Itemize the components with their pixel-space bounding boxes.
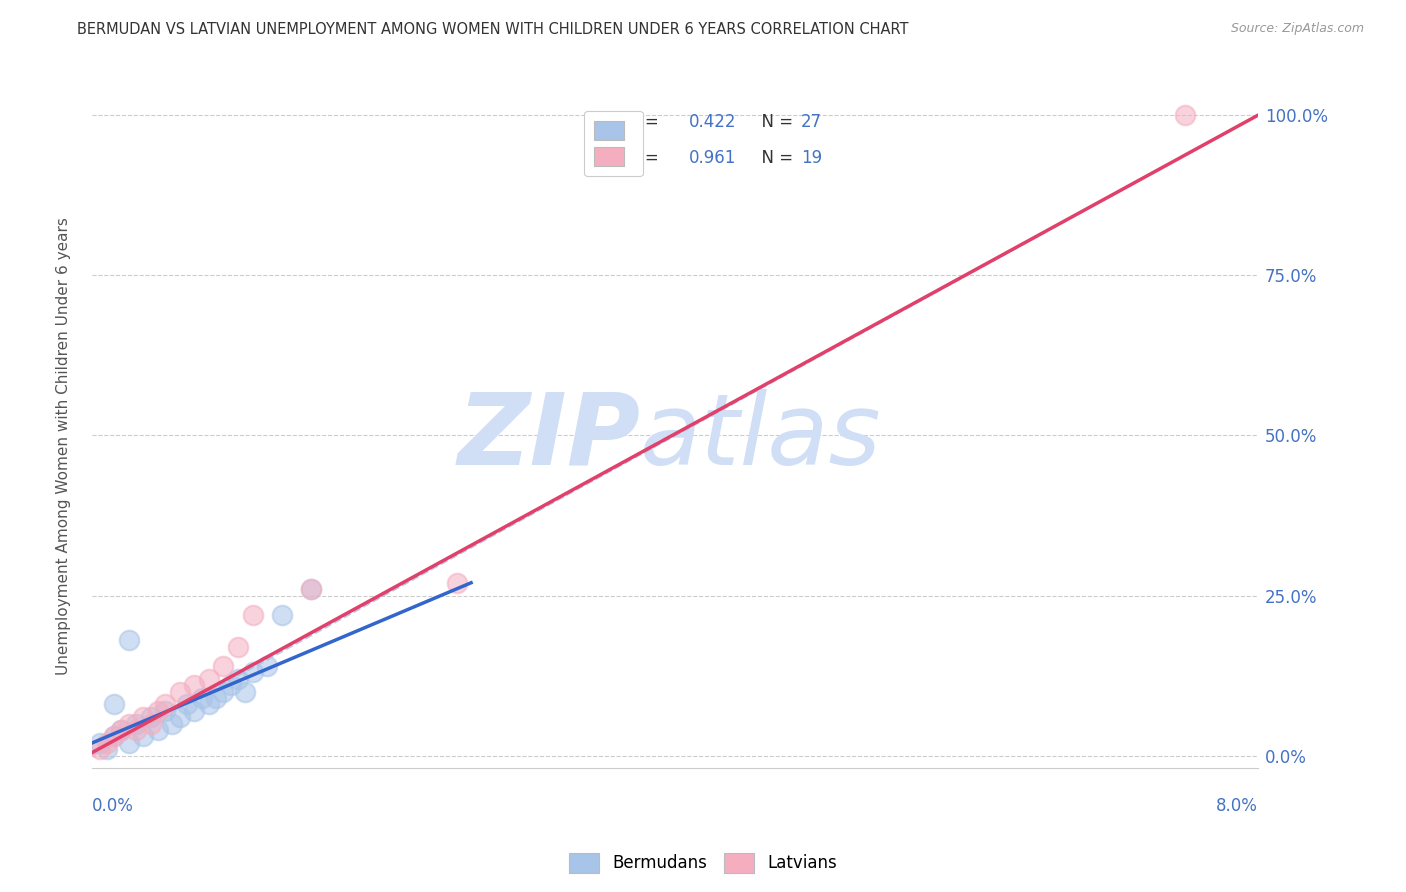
Point: [183, 678, 205, 692]
Point: [219, 678, 242, 692]
Point: [198, 698, 221, 712]
Point: [226, 640, 249, 654]
Text: 8.0%: 8.0%: [1216, 797, 1258, 815]
Point: [183, 704, 205, 718]
Point: [162, 716, 184, 731]
Point: [89, 742, 111, 756]
Text: atlas: atlas: [640, 389, 882, 486]
Text: N =: N =: [751, 149, 799, 167]
Point: [446, 575, 468, 590]
Point: [242, 607, 264, 622]
Text: 0.422: 0.422: [689, 113, 737, 131]
Text: R =: R =: [628, 149, 665, 167]
Point: [118, 716, 141, 731]
Point: [169, 710, 191, 724]
Point: [139, 710, 162, 724]
Point: [212, 659, 235, 673]
Point: [299, 582, 322, 596]
Text: Unemployment Among Women with Children Under 6 years: Unemployment Among Women with Children U…: [56, 217, 70, 675]
Text: 0.961: 0.961: [689, 149, 737, 167]
Point: [118, 633, 141, 648]
Point: [89, 736, 111, 750]
Point: [1174, 108, 1197, 122]
Point: [110, 723, 132, 737]
Point: [110, 723, 132, 737]
Point: [176, 698, 198, 712]
Point: [139, 716, 162, 731]
Point: [118, 736, 141, 750]
Point: [146, 723, 169, 737]
Point: [125, 716, 148, 731]
Point: [198, 672, 221, 686]
Point: [132, 730, 155, 744]
Point: [103, 730, 125, 744]
Text: Source: ZipAtlas.com: Source: ZipAtlas.com: [1230, 22, 1364, 36]
Point: [146, 704, 169, 718]
Point: [190, 691, 212, 706]
Legend: , : ,: [585, 112, 643, 177]
Text: N =: N =: [751, 113, 799, 131]
Point: [226, 672, 249, 686]
Point: [299, 582, 322, 596]
Point: [125, 723, 148, 737]
Point: [96, 742, 118, 756]
Point: [153, 704, 176, 718]
Text: R =: R =: [628, 113, 665, 131]
Point: [132, 710, 155, 724]
Point: [103, 698, 125, 712]
Text: BERMUDAN VS LATVIAN UNEMPLOYMENT AMONG WOMEN WITH CHILDREN UNDER 6 YEARS CORRELA: BERMUDAN VS LATVIAN UNEMPLOYMENT AMONG W…: [77, 22, 908, 37]
Point: [270, 607, 292, 622]
Text: 19: 19: [801, 149, 823, 167]
Point: [169, 684, 191, 698]
Text: ZIP: ZIP: [457, 389, 640, 486]
Point: [212, 684, 235, 698]
Legend: Bermudans, Latvians: Bermudans, Latvians: [562, 847, 844, 880]
Point: [96, 736, 118, 750]
Text: 0.0%: 0.0%: [93, 797, 134, 815]
Point: [256, 659, 278, 673]
Point: [103, 730, 125, 744]
Point: [233, 684, 256, 698]
Point: [205, 691, 228, 706]
Text: 27: 27: [801, 113, 823, 131]
Point: [153, 698, 176, 712]
Point: [242, 665, 264, 680]
